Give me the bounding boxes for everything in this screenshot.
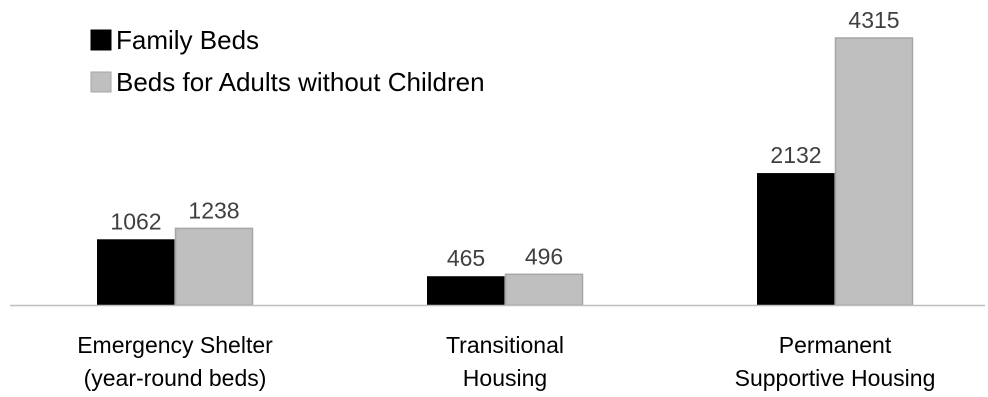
data-label-family-beds-2: 2132: [770, 142, 821, 168]
legend: Family Beds Beds for Adults without Child…: [90, 25, 485, 97]
legend-label-family-beds: Family Beds: [116, 25, 259, 55]
x-tick-label-1-line-1: Housing: [463, 365, 547, 391]
bar-family-beds-2: [757, 173, 835, 305]
bar-family-beds-0: [97, 239, 175, 305]
data-label-beds-for-adults-without-children-2: 4315: [848, 7, 899, 33]
bar-beds-for-adults-without-children-1: [504, 273, 584, 306]
bar-beds-for-adults-without-children-2: [834, 37, 914, 306]
x-tick-label-0-line-1: (year-round beds): [84, 365, 267, 391]
x-tick-label-2-line-1: Supportive Housing: [735, 365, 936, 391]
bar-family-beds-1: [427, 276, 505, 305]
data-label-family-beds-1: 465: [447, 245, 485, 271]
x-tick-labels: Emergency Shelter (year-round beds) Transi…: [77, 332, 935, 391]
data-label-family-beds-0: 1062: [110, 208, 161, 234]
x-tick-label-2-line-0: Permanent: [779, 332, 892, 358]
legend-label-beds-for-adults-without-children: Beds for Adults without Children: [116, 67, 485, 97]
data-label-beds-for-adults-without-children-1: 496: [525, 243, 563, 269]
bars-group: [97, 37, 914, 306]
legend-swatch-family-beds: [90, 29, 112, 51]
data-label-beds-for-adults-without-children-0: 1238: [188, 197, 239, 223]
bar-beds-for-adults-without-children-0: [174, 227, 254, 306]
data-labels-group: 1062 1238 465 496 2132 4315: [110, 7, 899, 271]
legend-swatch-beds-for-adults-without-children: [90, 71, 112, 93]
x-tick-label-0-line-0: Emergency Shelter: [77, 332, 273, 358]
x-tick-label-1-line-0: Transitional: [446, 332, 564, 358]
